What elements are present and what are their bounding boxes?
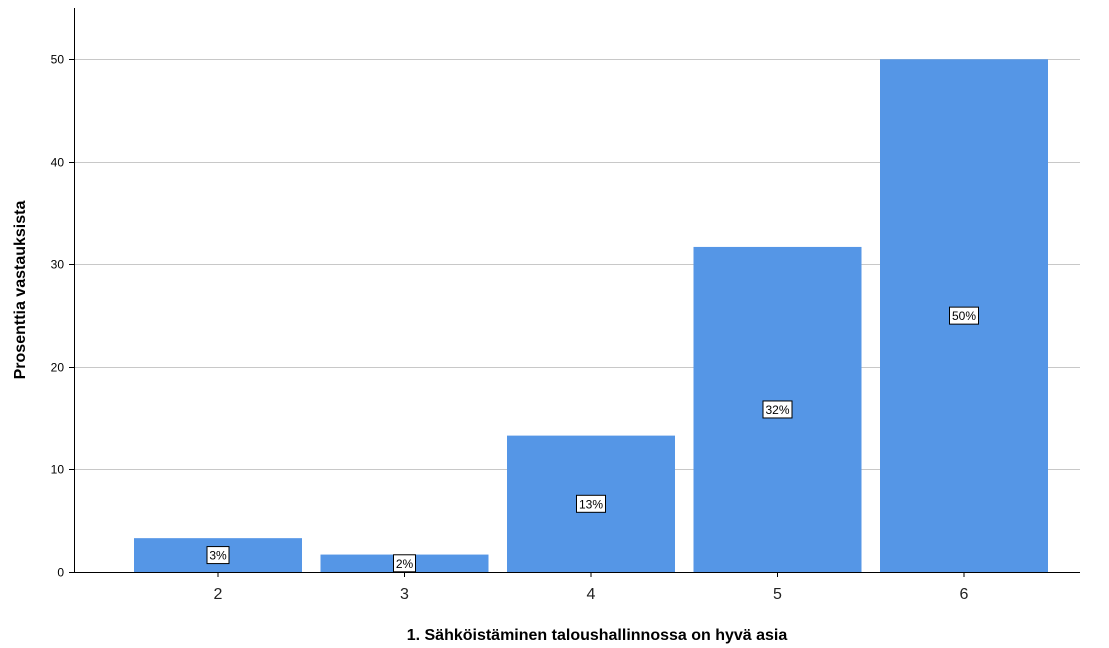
- data-label-box: [393, 554, 416, 573]
- data-label-box: [206, 546, 230, 565]
- data-label: 32%: [762, 400, 793, 419]
- y-tick-label: 10: [51, 463, 65, 477]
- data-label-text: 2%: [396, 557, 414, 571]
- x-tick-layer: 2 3 4 5 6: [214, 572, 969, 603]
- data-label-box: [576, 494, 606, 513]
- data-label-text: 13%: [579, 497, 603, 511]
- axis-layer: [74, 8, 1080, 573]
- y-tick-label: 0: [57, 566, 64, 580]
- y-tick-label: 50: [51, 53, 65, 67]
- data-label-text: 50%: [952, 309, 976, 323]
- data-label-box: [762, 400, 793, 419]
- data-label-layer: 3% 2% 13% 32% 50%: [206, 306, 979, 573]
- y-tick-label: 40: [51, 156, 65, 170]
- x-tick-label: 4: [587, 586, 596, 603]
- x-tick-label: 2: [214, 586, 223, 603]
- y-tick-label: 20: [51, 361, 65, 375]
- y-tick-label: 30: [51, 258, 65, 272]
- data-label: 13%: [576, 494, 606, 513]
- y-tick-layer: 0 10 20 30 40 50: [51, 53, 74, 580]
- data-label-text: 3%: [209, 549, 227, 563]
- data-label: 3%: [206, 546, 230, 565]
- x-axis-title: 1. Sähköistäminen taloushallinnossa on h…: [407, 627, 788, 644]
- data-label-box: [949, 306, 979, 325]
- y-axis-title: Prosenttia vastauksista: [12, 201, 29, 380]
- x-tick-label: 3: [400, 586, 409, 603]
- x-tick-label: 5: [773, 586, 782, 603]
- data-label: 50%: [949, 306, 979, 325]
- data-label: 2%: [393, 554, 416, 573]
- data-label-text: 32%: [765, 403, 789, 417]
- x-tick-label: 6: [960, 586, 969, 603]
